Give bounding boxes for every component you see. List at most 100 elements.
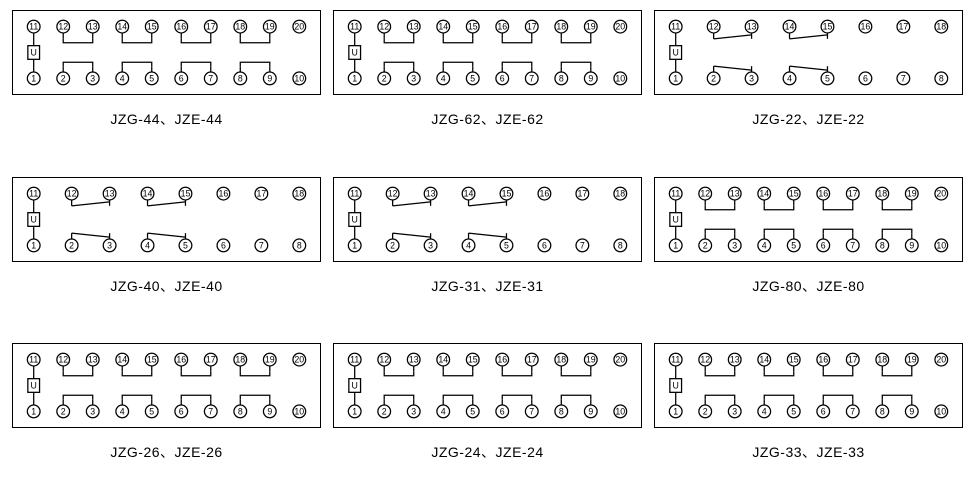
relay-schematic-panel: 1112131415161718192012345678910 U — [333, 10, 642, 95]
svg-text:2: 2 — [382, 73, 387, 83]
svg-text:2: 2 — [711, 73, 716, 83]
svg-text:3: 3 — [428, 240, 433, 250]
svg-text:9: 9 — [909, 240, 914, 250]
svg-text:11: 11 — [671, 22, 680, 32]
model-label: JZG-80、JZE-80 — [752, 276, 864, 296]
svg-text:11: 11 — [29, 188, 38, 198]
svg-text:3: 3 — [411, 407, 416, 417]
svg-text:12: 12 — [58, 22, 68, 32]
svg-text:8: 8 — [238, 73, 243, 83]
svg-text:8: 8 — [559, 407, 564, 417]
svg-text:13: 13 — [409, 355, 419, 365]
svg-text:15: 15 — [147, 22, 157, 32]
svg-text:7: 7 — [529, 407, 534, 417]
svg-text:1: 1 — [31, 73, 36, 83]
svg-text:4: 4 — [441, 73, 446, 83]
svg-text:18: 18 — [877, 355, 887, 365]
svg-text:U: U — [31, 214, 37, 224]
svg-text:6: 6 — [863, 73, 868, 83]
relay-diagram-cell: 1112131415161718192012345678910 U JZG-33… — [654, 343, 963, 502]
svg-text:9: 9 — [588, 73, 593, 83]
svg-text:12: 12 — [709, 22, 719, 32]
svg-text:6: 6 — [821, 240, 826, 250]
svg-text:18: 18 — [235, 22, 245, 32]
svg-text:U: U — [31, 48, 37, 58]
svg-text:1: 1 — [31, 407, 36, 417]
svg-text:10: 10 — [936, 240, 946, 250]
svg-text:6: 6 — [221, 240, 226, 250]
svg-text:19: 19 — [907, 355, 917, 365]
svg-text:3: 3 — [90, 407, 95, 417]
svg-text:14: 14 — [143, 188, 153, 198]
svg-text:7: 7 — [850, 407, 855, 417]
svg-text:10: 10 — [294, 73, 304, 83]
svg-text:8: 8 — [880, 240, 885, 250]
model-label: JZG-62、JZE-62 — [431, 109, 543, 129]
svg-text:17: 17 — [206, 22, 216, 32]
relay-diagram-cell: 1112131415161718192012345678910 U JZG-44… — [12, 10, 321, 169]
svg-text:19: 19 — [586, 22, 596, 32]
svg-text:12: 12 — [700, 355, 710, 365]
svg-text:14: 14 — [785, 22, 795, 32]
svg-text:12: 12 — [379, 22, 389, 32]
relay-diagram-cell: 1112131415161718192012345678910 U JZG-62… — [333, 10, 642, 169]
svg-text:U: U — [673, 381, 679, 391]
svg-text:13: 13 — [105, 188, 115, 198]
svg-text:15: 15 — [502, 188, 512, 198]
svg-text:2: 2 — [390, 240, 395, 250]
svg-text:15: 15 — [468, 355, 478, 365]
svg-text:9: 9 — [588, 407, 593, 417]
svg-text:5: 5 — [825, 73, 830, 83]
svg-text:12: 12 — [58, 355, 68, 365]
svg-text:3: 3 — [411, 73, 416, 83]
svg-text:15: 15 — [823, 22, 833, 32]
svg-text:8: 8 — [297, 240, 302, 250]
svg-text:1: 1 — [673, 407, 678, 417]
svg-text:3: 3 — [90, 73, 95, 83]
svg-text:8: 8 — [880, 407, 885, 417]
svg-text:13: 13 — [88, 355, 98, 365]
svg-text:8: 8 — [618, 240, 623, 250]
svg-text:14: 14 — [464, 188, 474, 198]
svg-text:12: 12 — [700, 188, 710, 198]
svg-text:2: 2 — [61, 407, 66, 417]
svg-text:15: 15 — [789, 355, 799, 365]
svg-text:U: U — [673, 48, 679, 58]
svg-text:1: 1 — [352, 407, 357, 417]
svg-text:17: 17 — [527, 355, 537, 365]
svg-text:3: 3 — [732, 407, 737, 417]
svg-text:4: 4 — [120, 73, 125, 83]
svg-text:19: 19 — [265, 22, 275, 32]
svg-text:7: 7 — [259, 240, 264, 250]
svg-text:7: 7 — [850, 240, 855, 250]
svg-text:11: 11 — [29, 355, 38, 365]
relay-schematic-panel: 111213141516171812345678 U — [12, 177, 321, 262]
svg-text:16: 16 — [540, 188, 550, 198]
svg-text:9: 9 — [909, 407, 914, 417]
model-label: JZG-31、JZE-31 — [431, 276, 543, 296]
svg-text:6: 6 — [542, 240, 547, 250]
svg-text:6: 6 — [500, 407, 505, 417]
svg-text:4: 4 — [145, 240, 150, 250]
svg-text:2: 2 — [382, 407, 387, 417]
svg-text:5: 5 — [470, 73, 475, 83]
svg-text:6: 6 — [179, 73, 184, 83]
svg-text:7: 7 — [580, 240, 585, 250]
svg-text:2: 2 — [69, 240, 74, 250]
svg-text:1: 1 — [352, 240, 357, 250]
svg-text:18: 18 — [556, 22, 566, 32]
relay-schematic-panel: 1112131415161718192012345678910 U — [654, 177, 963, 262]
relay-schematic-panel: 1112131415161718192012345678910 U — [12, 343, 321, 428]
relay-diagram-cell: 1112131415161718192012345678910 U JZG-80… — [654, 177, 963, 336]
svg-text:8: 8 — [559, 73, 564, 83]
svg-text:U: U — [31, 381, 37, 391]
svg-text:16: 16 — [176, 355, 186, 365]
svg-text:U: U — [352, 381, 358, 391]
svg-text:10: 10 — [615, 407, 625, 417]
svg-text:3: 3 — [749, 73, 754, 83]
svg-text:12: 12 — [379, 355, 389, 365]
svg-text:18: 18 — [936, 22, 946, 32]
relay-schematic-panel: 1112131415161718192012345678910 U — [12, 10, 321, 95]
svg-text:10: 10 — [615, 73, 625, 83]
svg-text:6: 6 — [179, 407, 184, 417]
